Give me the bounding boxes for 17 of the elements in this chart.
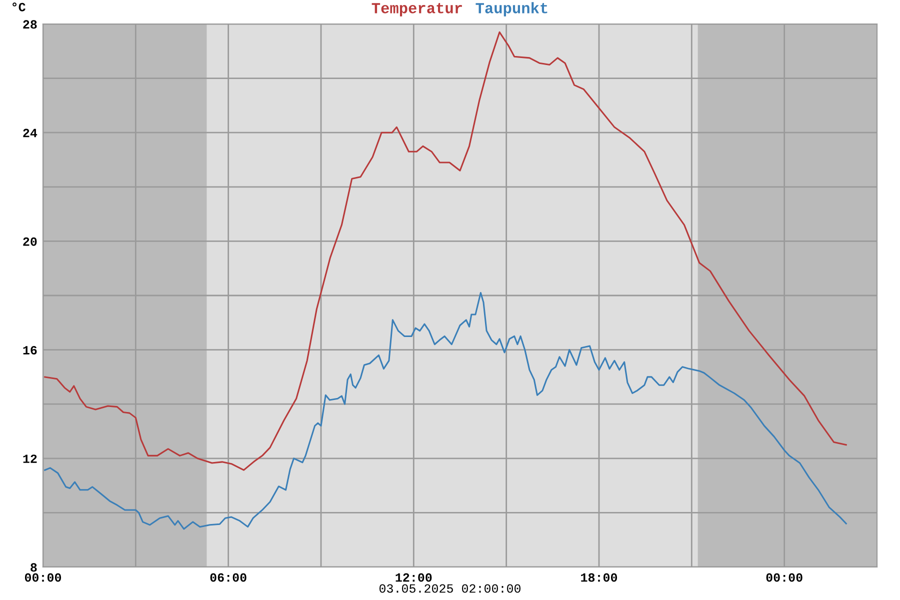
y-tick-label: 24 [23,128,38,138]
y-tick-label: 8 [30,563,37,572]
y-tick-label: 12 [23,454,37,463]
y-axis-title: °C [12,2,26,12]
x-tick-label: 06:00 [210,573,246,582]
text: Taupunkt [476,2,548,16]
x-tick-label: 00:00 [766,573,802,582]
y-tick-label: 20 [23,237,37,246]
line-series [44,31,847,471]
y-tick-label: 28 [23,20,37,29]
text: Temperatur [372,3,462,16]
y-tick-label: 16 [23,346,37,354]
text: 03.05.2025 02:00:00 [379,584,520,593]
line-series [44,292,847,530]
x-tick-label: 12:00 [396,573,432,582]
x-tick-label: 00:00 [24,573,62,582]
x-tick-label: 18:00 [581,573,618,582]
